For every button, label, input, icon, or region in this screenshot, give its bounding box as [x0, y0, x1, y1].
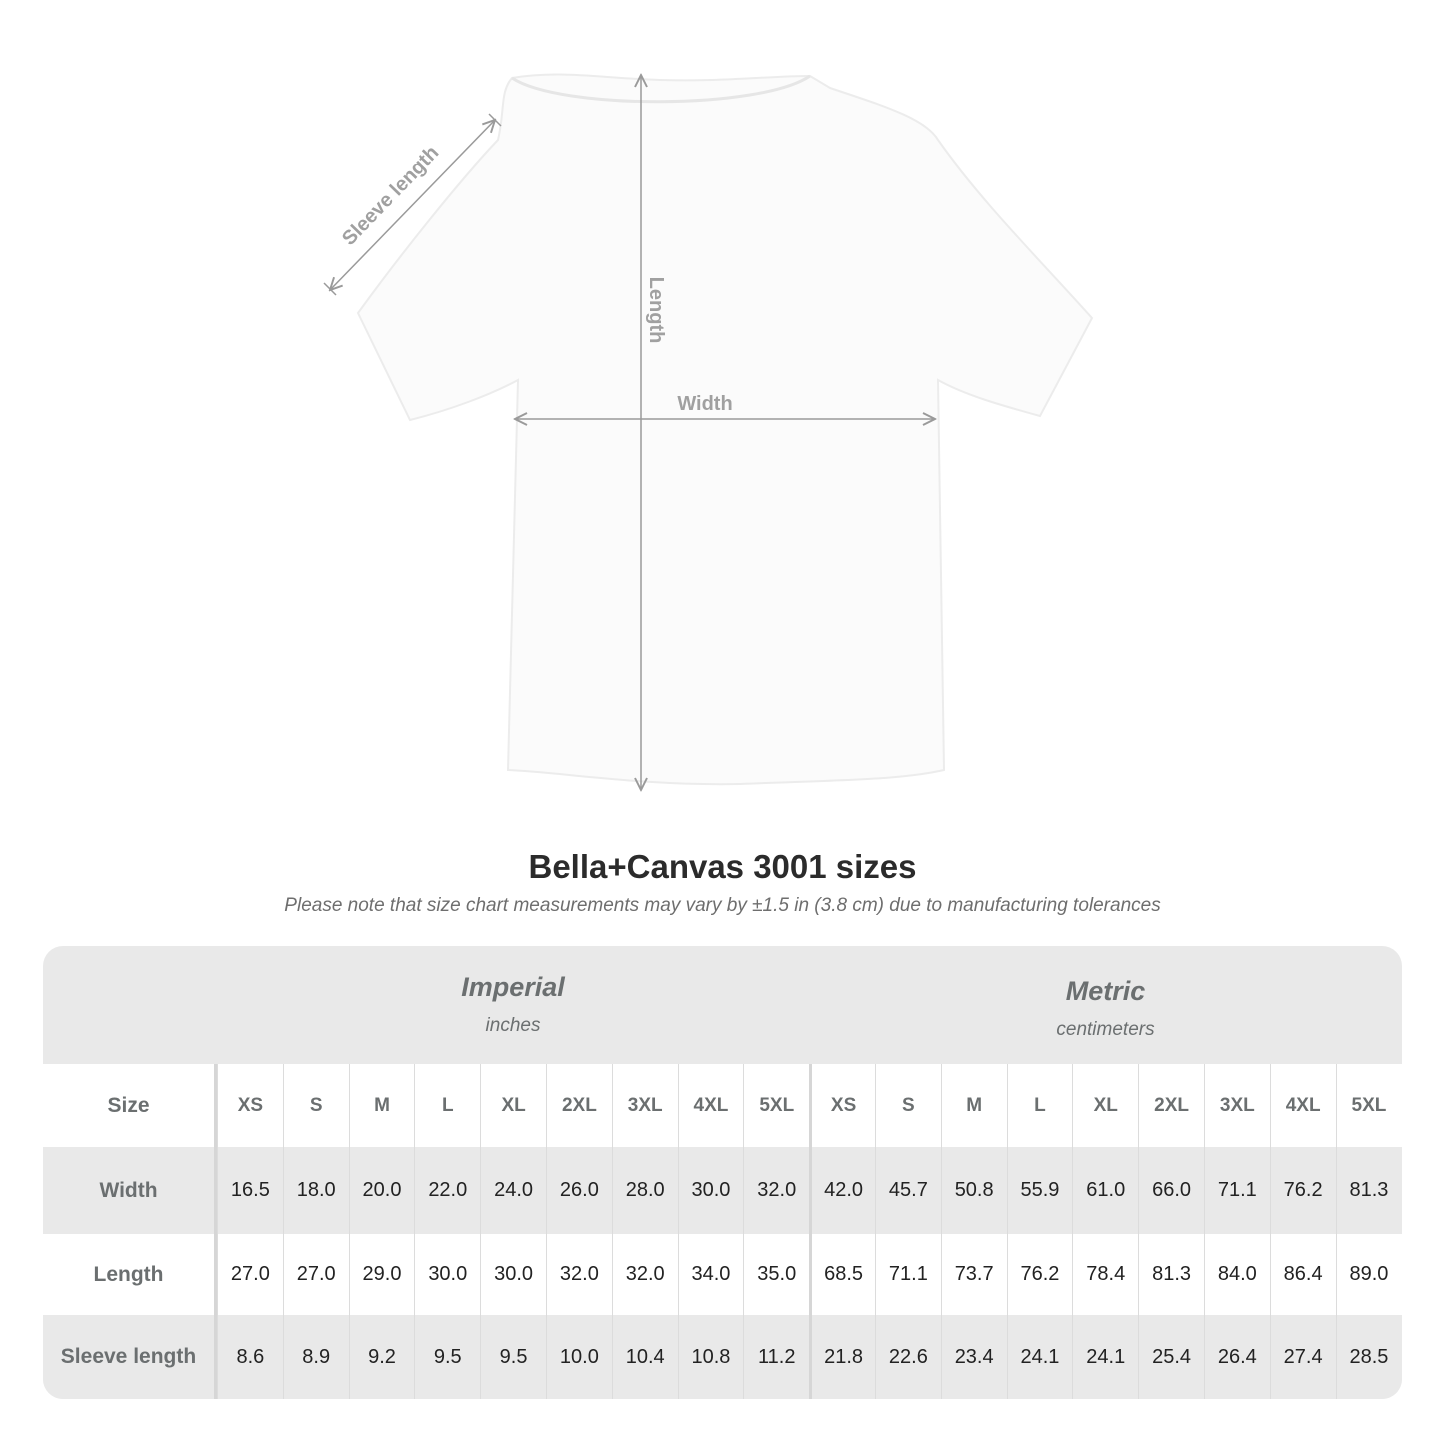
size-header-cell: XS: [217, 1064, 283, 1147]
value-cell: 10.8: [677, 1315, 744, 1399]
value-cell: 8.6: [217, 1315, 283, 1399]
collar: [511, 74, 811, 104]
value-cell: 42.0: [809, 1147, 875, 1234]
value-cell: 21.8: [809, 1315, 875, 1399]
size-header-cell: 3XL: [1203, 1064, 1270, 1147]
value-cell: 22.6: [874, 1315, 941, 1399]
value-cell: 78.4: [1072, 1234, 1138, 1315]
tolerance-note: Please note that size chart measurements…: [284, 895, 1161, 916]
row-label: Size: [43, 1064, 217, 1147]
value-cell: 89.0: [1335, 1234, 1402, 1315]
value-cell: 27.0: [217, 1234, 283, 1315]
table-row: Width 16.5 18.0 20.0 22.0 24.0 26.0 28.0 30.0 32.…: [43, 1147, 1402, 1234]
metric-header: Metric centimeters: [809, 946, 1402, 1094]
value-cell: 30.0: [677, 1147, 744, 1234]
value-cell: 61.0: [1072, 1147, 1138, 1234]
value-cell: 30.0: [414, 1234, 480, 1315]
value-cell: 86.4: [1269, 1234, 1336, 1315]
value-cell: 32.0: [743, 1147, 809, 1234]
size-table: Imperial inches Metric centimeters Size …: [43, 946, 1402, 1399]
imperial-title: Imperial: [461, 972, 565, 1002]
value-cell: 27.0: [282, 1234, 349, 1315]
value-cell: 71.1: [874, 1234, 941, 1315]
row-label: Length: [43, 1234, 217, 1315]
size-header-cell: 3XL: [611, 1064, 678, 1147]
value-cell: 29.0: [348, 1234, 415, 1315]
value-cell: 9.5: [480, 1315, 546, 1399]
table-row: Length 27.0 27.0 29.0 30.0 30.0 32.0 32.0 34.0 35…: [43, 1234, 1402, 1315]
size-header-cell: 2XL: [1138, 1064, 1204, 1147]
value-cell: 20.0: [348, 1147, 415, 1234]
tshirt-diagram: Sleeve length Length Width: [323, 0, 1094, 820]
size-header-cell: L: [414, 1064, 480, 1147]
length-label: Length: [645, 277, 667, 344]
value-cell: 84.0: [1203, 1234, 1270, 1315]
metric-unit: centimeters: [1056, 1019, 1155, 1040]
value-cell: 18.0: [282, 1147, 349, 1234]
width-label: Width: [677, 393, 732, 415]
size-header-cell: M: [940, 1064, 1007, 1147]
value-cell: 76.2: [1269, 1147, 1336, 1234]
imperial-unit: inches: [485, 1015, 541, 1036]
size-header-cell: XL: [480, 1064, 546, 1147]
size-row: Size XS S M L XL 2XL 3XL 4XL 5XL XS S M L XL 2XL 3XL 4XL…: [43, 1064, 1402, 1147]
value-cell: 27.4: [1269, 1315, 1336, 1399]
size-header-cell: M: [348, 1064, 415, 1147]
value-cell: 22.0: [414, 1147, 480, 1234]
value-cell: 24.1: [1072, 1315, 1138, 1399]
size-header-cell: L: [1006, 1064, 1073, 1147]
size-header-cell: 4XL: [677, 1064, 744, 1147]
value-cell: 68.5: [809, 1234, 875, 1315]
value-cell: 81.3: [1138, 1234, 1204, 1315]
imperial-header: Imperial inches: [217, 946, 809, 1090]
value-cell: 34.0: [677, 1234, 744, 1315]
value-cell: 24.1: [1006, 1315, 1073, 1399]
size-header-cell: 4XL: [1269, 1064, 1336, 1147]
value-cell: 25.4: [1138, 1315, 1204, 1399]
value-cell: 8.9: [282, 1315, 349, 1399]
value-cell: 32.0: [611, 1234, 678, 1315]
tshirt-shape: [356, 73, 1094, 786]
value-cell: 71.1: [1203, 1147, 1270, 1234]
size-header-cell: XL: [1072, 1064, 1138, 1147]
value-cell: 26.4: [1203, 1315, 1270, 1399]
value-cell: 11.2: [743, 1315, 809, 1399]
row-label: Sleeve length: [43, 1315, 217, 1399]
sleeve-arrow: [330, 120, 495, 290]
value-cell: 73.7: [940, 1234, 1007, 1315]
size-header-cell: 2XL: [545, 1064, 612, 1147]
row-label: Width: [43, 1147, 217, 1234]
value-cell: 32.0: [545, 1234, 612, 1315]
size-header-cell: S: [282, 1064, 349, 1147]
page-title: Bella+Canvas 3001 sizes: [528, 848, 917, 885]
size-header-cell: 5XL: [1335, 1064, 1402, 1147]
table-row: Sleeve length 8.6 8.9 9.2 9.5 9.5 10.0 10.4 10.8…: [43, 1315, 1402, 1399]
value-cell: 66.0: [1138, 1147, 1204, 1234]
value-cell: 9.2: [348, 1315, 415, 1399]
metric-title: Metric: [1065, 976, 1146, 1006]
value-cell: 45.7: [874, 1147, 941, 1234]
value-cell: 23.4: [940, 1315, 1007, 1399]
value-cell: 16.5: [217, 1147, 283, 1234]
value-cell: 55.9: [1006, 1147, 1073, 1234]
value-cell: 30.0: [480, 1234, 546, 1315]
value-cell: 26.0: [545, 1147, 612, 1234]
size-header-cell: XS: [809, 1064, 875, 1147]
value-cell: 28.0: [611, 1147, 678, 1234]
size-header-cell: 5XL: [743, 1064, 809, 1147]
value-cell: 10.4: [611, 1315, 678, 1399]
value-cell: 50.8: [940, 1147, 1007, 1234]
value-cell: 76.2: [1006, 1234, 1073, 1315]
value-cell: 10.0: [545, 1315, 612, 1399]
size-header-cell: S: [874, 1064, 941, 1147]
value-cell: 24.0: [480, 1147, 546, 1234]
value-cell: 81.3: [1335, 1147, 1402, 1234]
value-cell: 35.0: [743, 1234, 809, 1315]
value-cell: 9.5: [414, 1315, 480, 1399]
value-cell: 28.5: [1335, 1315, 1402, 1399]
